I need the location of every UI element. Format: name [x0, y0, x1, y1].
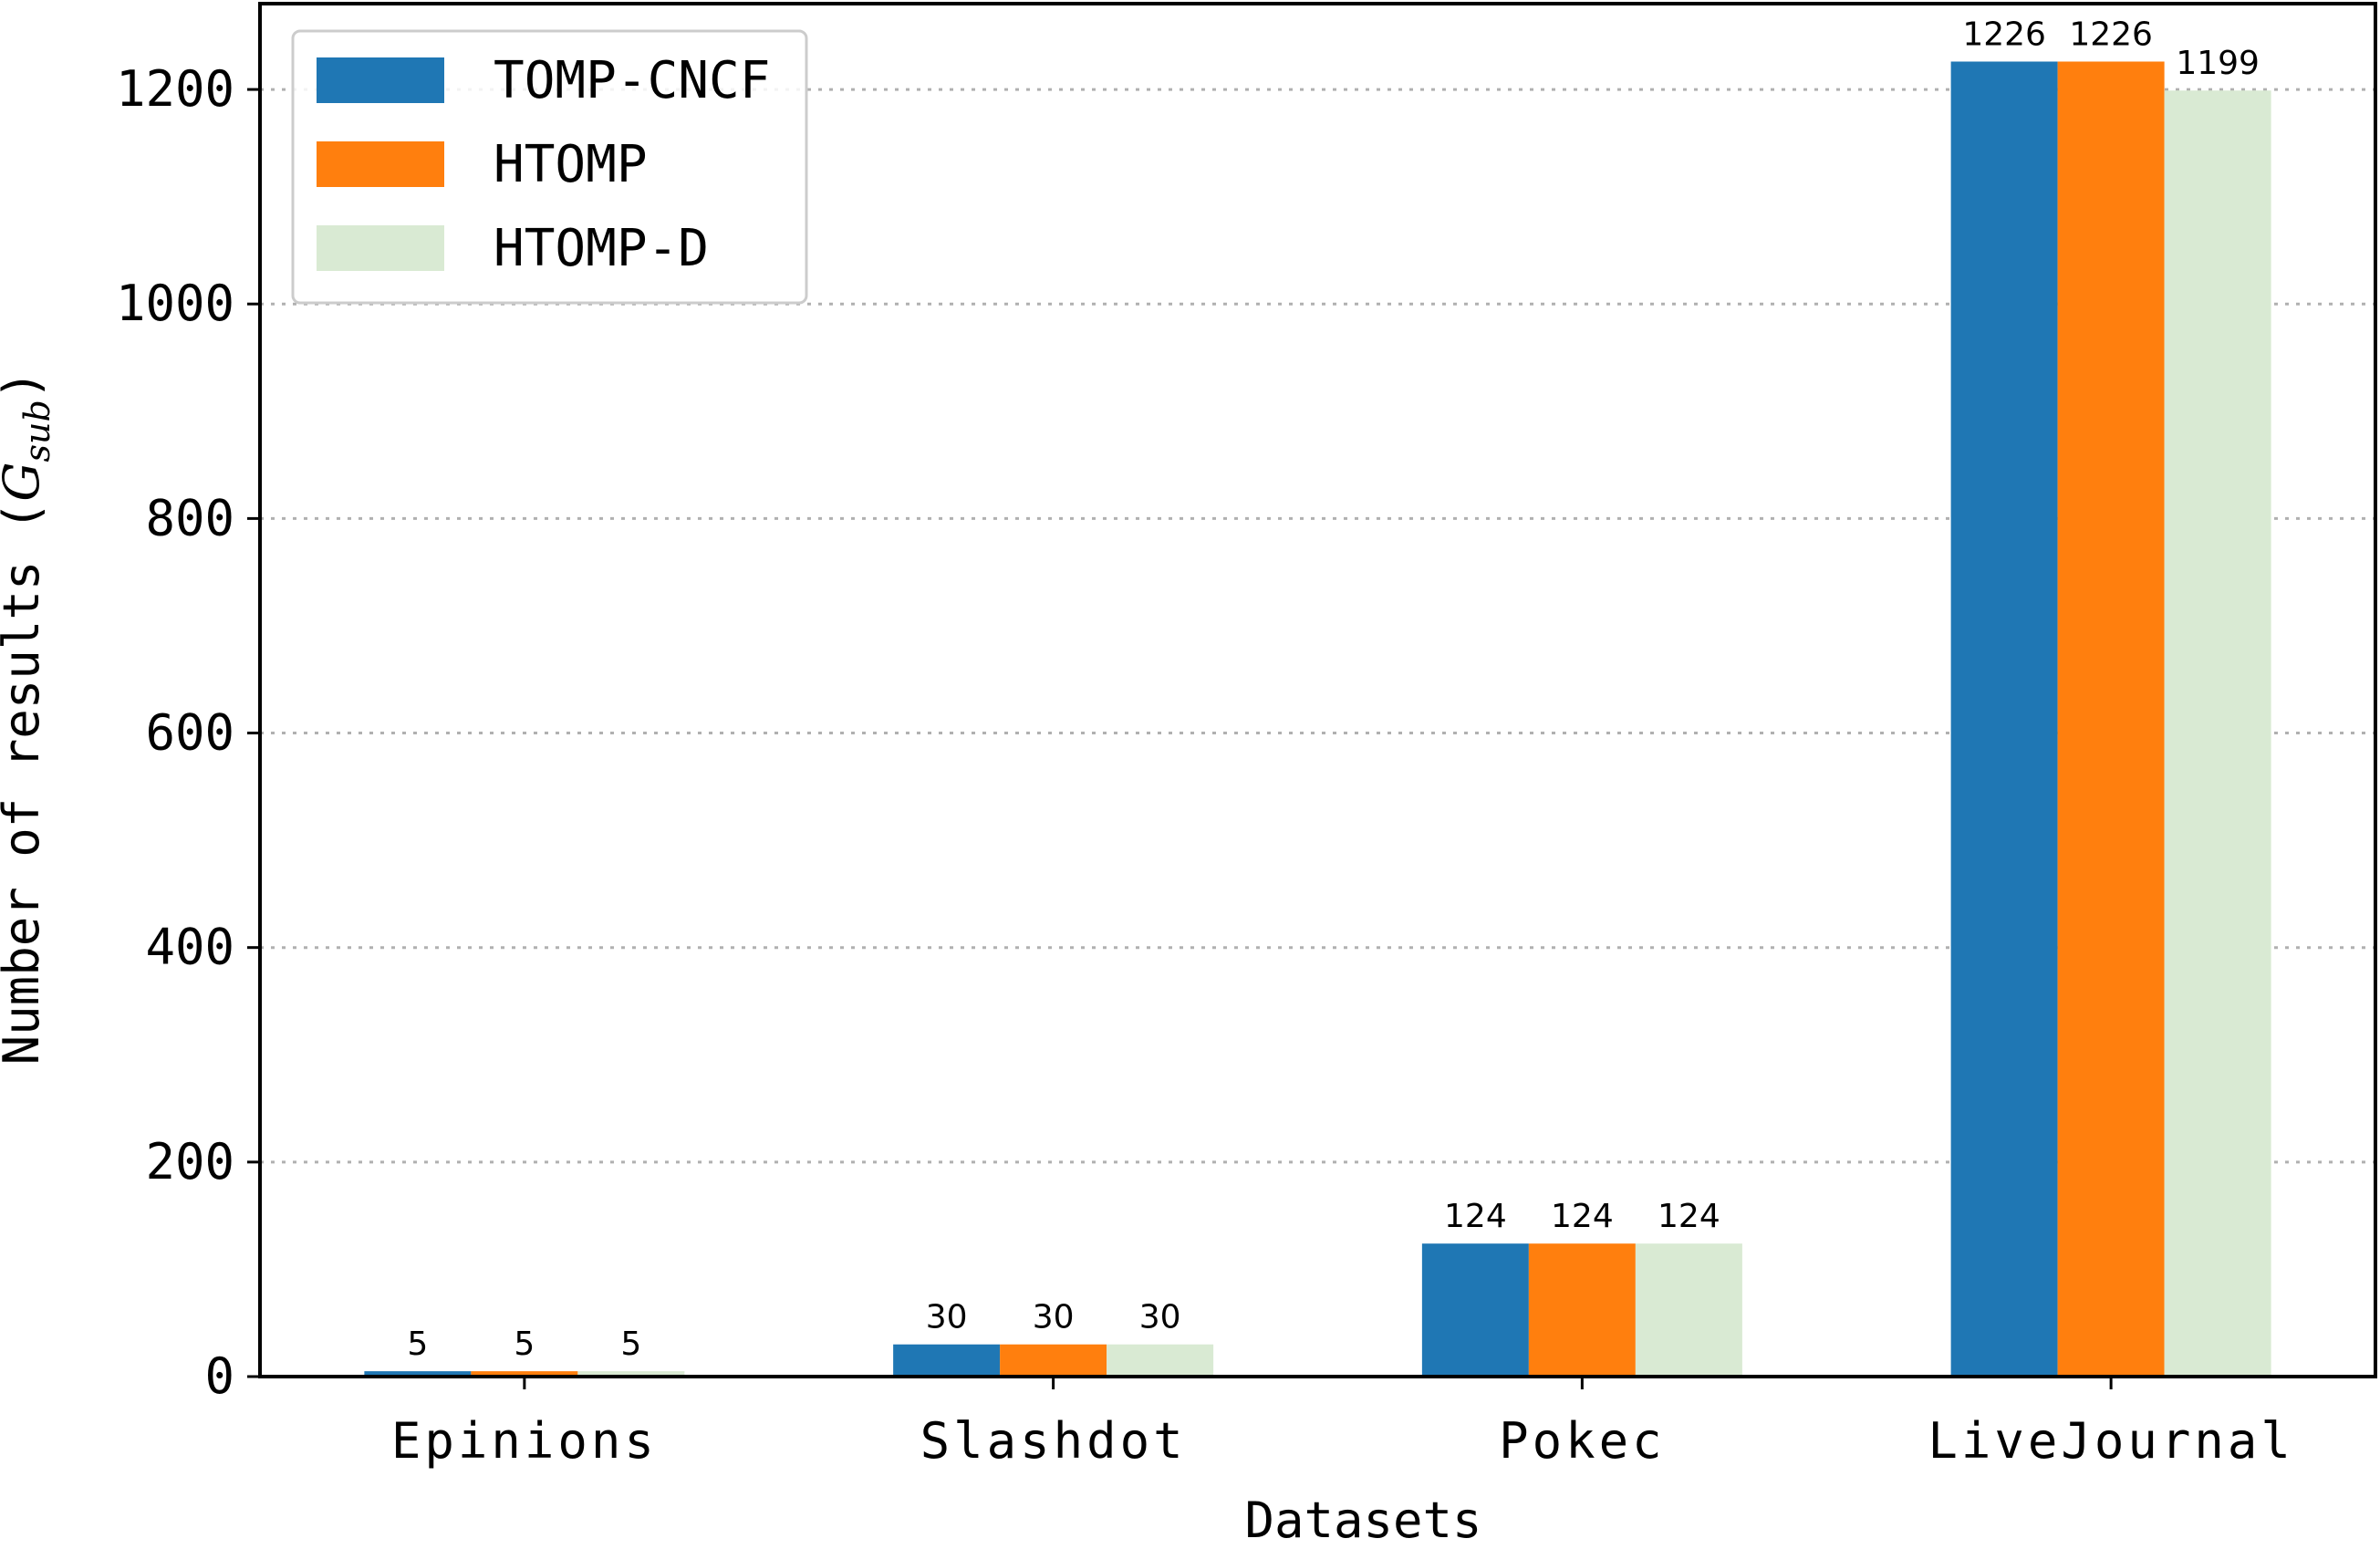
y-tick-label-600: 600 [145, 704, 234, 762]
y-axis-title-subscript: sub [17, 400, 57, 462]
data-label-htomp-d-livejournal: 1199 [2176, 45, 2260, 82]
y-tick-label-0: 0 [204, 1347, 234, 1405]
data-label-htomp-epinions: 5 [514, 1325, 535, 1363]
bar-tomp-cncf-livejournal [1950, 61, 2058, 1377]
data-label-htomp-d-epinions: 5 [620, 1325, 641, 1363]
bar-htomp-d-livejournal [2164, 90, 2271, 1377]
x-tick-label-epinions: Epinions [391, 1412, 658, 1470]
legend-swatch-tomp-cncf [317, 57, 444, 103]
legend-label-htomp: HTOMP [494, 135, 648, 194]
bars [364, 61, 2271, 1377]
bar-htomp-d-epinions [577, 1371, 685, 1377]
data-label-htomp-livejournal: 1226 [2069, 16, 2153, 53]
y-tick-label-1200: 1200 [116, 60, 234, 118]
legend-swatch-htomp [317, 141, 444, 187]
data-labels: 5 5 5 30 30 30 124 124 124 1226 1226 1199 [407, 16, 2260, 1363]
y-axis-title: Number of results (Gsub) [0, 370, 57, 1066]
y-tick-label-200: 200 [145, 1133, 234, 1190]
data-label-tomp-cncf-pokec: 124 [1444, 1198, 1507, 1235]
legend-swatch-htomp-d [317, 225, 444, 271]
bar-htomp-slashdot [1000, 1344, 1107, 1377]
data-label-tomp-cncf-slashdot: 30 [926, 1299, 968, 1336]
bar-tomp-cncf-slashdot [893, 1344, 1001, 1377]
legend: TOMP-CNCF HTOMP HTOMP-D [291, 29, 808, 305]
bar-htomp-epinions [471, 1371, 578, 1377]
legend-label-htomp-d: HTOMP-D [494, 219, 709, 278]
bar-tomp-cncf-epinions [364, 1371, 472, 1377]
data-label-htomp-d-slashdot: 30 [1139, 1299, 1181, 1336]
data-label-htomp-pokec: 124 [1551, 1198, 1614, 1235]
bar-htomp-livejournal [2057, 61, 2165, 1377]
y-axis-title-suffix: ) [0, 370, 50, 400]
y-tick-label-800: 800 [145, 489, 234, 546]
x-axis-title: Datasets [1244, 1492, 1481, 1549]
y-tick-label-400: 400 [145, 919, 234, 976]
y-tick-label-1000: 1000 [116, 275, 234, 332]
plot-frame [258, 2, 2377, 1378]
bar-htomp-pokec [1528, 1243, 1636, 1377]
data-label-htomp-slashdot: 30 [1033, 1299, 1075, 1336]
bar-htomp-d-slashdot [1107, 1344, 1214, 1377]
axis-ticks: 0 200 400 600 800 1000 1200 Epinions Slashdot Pok… [116, 60, 2294, 1470]
x-tick-label-pokec: Pokec [1499, 1412, 1666, 1470]
data-label-htomp-d-pokec: 124 [1658, 1198, 1720, 1235]
legend-label-tomp-cncf: TOMP-CNCF [494, 51, 770, 110]
x-tick-label-livejournal: LiveJournal [1928, 1412, 2294, 1470]
data-label-tomp-cncf-epinions: 5 [407, 1325, 428, 1363]
y-axis-title-prefix: Number of results ( [0, 502, 50, 1066]
bar-tomp-cncf-pokec [1421, 1243, 1529, 1377]
data-label-tomp-cncf-livejournal: 1226 [1962, 16, 2046, 53]
x-tick-label-slashdot: Slashdot [920, 1412, 1187, 1470]
y-axis-title-symbol: G [0, 462, 50, 501]
bar-htomp-d-pokec [1635, 1243, 1742, 1377]
